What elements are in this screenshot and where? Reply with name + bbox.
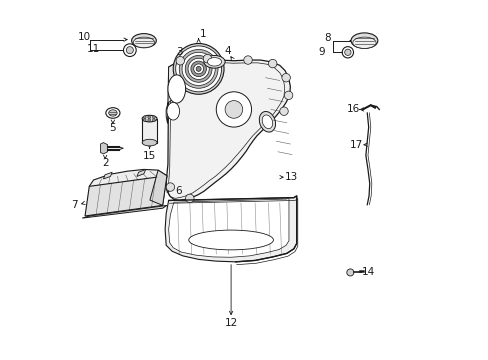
Text: 1: 1 (199, 28, 206, 39)
Circle shape (344, 49, 350, 55)
Circle shape (176, 57, 184, 65)
Polygon shape (85, 176, 166, 216)
Circle shape (152, 118, 155, 121)
Text: 7: 7 (71, 201, 78, 210)
Text: 5: 5 (109, 123, 116, 133)
Text: 11: 11 (87, 44, 100, 54)
Circle shape (281, 73, 290, 82)
Ellipse shape (352, 37, 375, 48)
Ellipse shape (207, 58, 221, 66)
Ellipse shape (108, 110, 117, 116)
Polygon shape (103, 172, 112, 179)
Polygon shape (137, 170, 145, 176)
Text: 16: 16 (346, 104, 359, 114)
Polygon shape (166, 61, 191, 123)
Circle shape (147, 116, 150, 118)
Polygon shape (150, 170, 166, 206)
Circle shape (143, 116, 146, 118)
Circle shape (193, 64, 203, 74)
Circle shape (244, 56, 252, 64)
Polygon shape (165, 196, 296, 262)
Circle shape (346, 269, 353, 276)
Text: 13: 13 (284, 172, 297, 182)
Circle shape (284, 91, 292, 100)
Circle shape (147, 118, 150, 121)
Ellipse shape (166, 102, 179, 120)
Text: 2: 2 (102, 158, 108, 168)
Circle shape (342, 47, 353, 58)
Ellipse shape (167, 75, 185, 103)
Ellipse shape (350, 33, 377, 48)
Circle shape (190, 61, 206, 77)
Circle shape (152, 116, 155, 118)
Text: 10: 10 (77, 32, 90, 42)
Circle shape (123, 44, 136, 57)
Text: 12: 12 (224, 318, 237, 328)
Ellipse shape (188, 230, 273, 250)
Circle shape (224, 101, 242, 118)
Circle shape (196, 66, 201, 71)
Circle shape (166, 183, 174, 191)
Circle shape (185, 194, 194, 203)
Circle shape (182, 52, 215, 85)
Circle shape (179, 49, 218, 88)
Ellipse shape (142, 139, 157, 146)
Circle shape (185, 55, 212, 82)
Text: 4: 4 (224, 46, 231, 56)
Polygon shape (89, 170, 166, 193)
Polygon shape (166, 57, 290, 201)
Ellipse shape (142, 115, 157, 122)
Circle shape (188, 58, 209, 80)
Ellipse shape (133, 37, 154, 48)
Text: 8: 8 (324, 33, 330, 43)
Ellipse shape (131, 33, 156, 48)
Bar (142, 118, 157, 143)
Polygon shape (82, 206, 166, 218)
Polygon shape (101, 143, 107, 154)
Circle shape (126, 47, 133, 54)
Circle shape (268, 59, 276, 68)
Circle shape (173, 44, 224, 94)
Ellipse shape (203, 55, 224, 68)
Polygon shape (168, 198, 288, 257)
Text: 9: 9 (318, 46, 325, 57)
Text: 3: 3 (176, 47, 182, 57)
Circle shape (175, 46, 221, 92)
Text: 15: 15 (142, 151, 156, 161)
Ellipse shape (105, 108, 120, 118)
Ellipse shape (259, 112, 275, 132)
Text: 14: 14 (361, 267, 375, 278)
Circle shape (143, 118, 146, 121)
Circle shape (279, 107, 287, 116)
Circle shape (216, 92, 251, 127)
Ellipse shape (262, 115, 272, 129)
Text: 17: 17 (349, 140, 363, 150)
Text: 6: 6 (175, 186, 181, 195)
Circle shape (203, 54, 211, 63)
